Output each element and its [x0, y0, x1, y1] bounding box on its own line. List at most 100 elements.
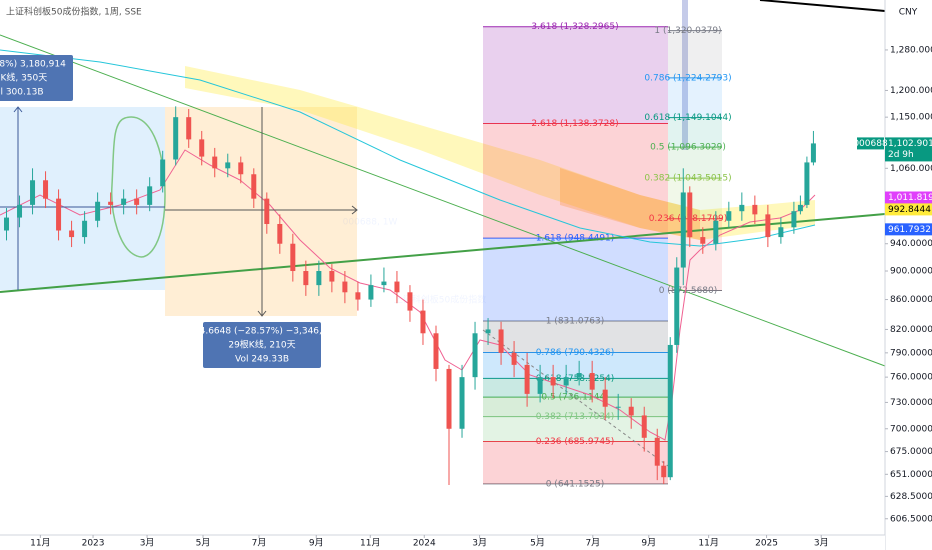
- candle-body: [498, 329, 504, 353]
- candle-body: [739, 204, 745, 212]
- price-tag: [885, 191, 932, 204]
- candle-body: [661, 465, 667, 478]
- candle-body: [17, 204, 23, 218]
- watermark: 000688, 1W: [343, 218, 398, 228]
- measure-area: [165, 107, 357, 316]
- price-tag-label: 992.8444: [888, 205, 931, 215]
- candle-body: [615, 406, 621, 408]
- candle-body: [407, 292, 413, 311]
- candle-body: [641, 415, 647, 438]
- candle-body: [160, 159, 166, 187]
- moving-average: [0, 49, 816, 247]
- x-tick-label: 11月: [698, 538, 718, 549]
- symbol-tag: [857, 137, 884, 150]
- measure-text: -334.6648 (−28.57%) −3,346,648: [185, 327, 339, 337]
- candle-body: [433, 333, 439, 369]
- candle-body: [667, 344, 673, 478]
- measure-text: Vol 249.33B: [235, 355, 289, 365]
- x-tick-label: 2025: [755, 539, 778, 549]
- watermark: 上证科创板50成份指数: [394, 294, 486, 306]
- y-axis-panel: [885, 0, 932, 550]
- y-tick-label: 860.0000: [890, 295, 932, 305]
- candle-body: [381, 281, 387, 286]
- x-tick-label: 3月: [472, 538, 487, 549]
- trend-line: [0, 34, 886, 367]
- candle-body: [394, 281, 400, 293]
- x-axis-panel: [0, 535, 885, 550]
- x-tick-label: 3月: [814, 538, 829, 549]
- candle-body: [173, 117, 179, 160]
- candle-body: [804, 162, 810, 205]
- candle-body: [95, 201, 101, 221]
- measure-box: [203, 322, 321, 368]
- candle-body: [342, 281, 348, 293]
- candle-body: [628, 406, 634, 416]
- candle-body: [791, 211, 797, 228]
- candle-body: [82, 220, 88, 238]
- candle-body: [420, 310, 426, 334]
- moving-average: [0, 149, 816, 441]
- candle-body: [56, 198, 62, 231]
- x-tick-label: 2024: [413, 539, 436, 549]
- fib-band: [483, 26, 668, 124]
- y-tick-label: 606.5000: [890, 514, 932, 524]
- fib-band: [668, 147, 722, 179]
- candle-body: [316, 271, 322, 286]
- y-tick-label: 628.5000: [890, 492, 932, 502]
- fib-label: 0.786 (790.4326): [536, 348, 615, 358]
- candle-body: [355, 292, 361, 300]
- y-tick-label: 760.0000: [890, 373, 932, 383]
- y-tick-label: 730.0000: [890, 398, 932, 408]
- fib-label: 0.786 (1,224.2793): [644, 73, 731, 83]
- y-tick-label: 820.0000: [890, 325, 932, 335]
- y-tick-label: 1,280.0000: [890, 45, 932, 55]
- fib-label: 0.618 (1,149.1044): [644, 113, 731, 123]
- y-tick-label: 1,060.0000: [890, 164, 932, 174]
- candle-body: [537, 377, 543, 394]
- candle-body: [277, 224, 283, 244]
- candle-body: [147, 186, 153, 205]
- candle-body: [511, 352, 517, 365]
- fib-label: 1 (1,320.0379): [654, 26, 721, 36]
- fib-band: [483, 416, 668, 442]
- candle-body: [680, 192, 686, 268]
- candle-body: [752, 204, 758, 215]
- price-tag-label: 961.7932: [888, 225, 931, 235]
- candle-body: [134, 198, 140, 205]
- candle-body: [576, 373, 582, 378]
- y-tick-label: 790.0000: [890, 348, 932, 358]
- x-tick-label: 3月: [140, 538, 155, 549]
- fib-band: [483, 238, 668, 322]
- candle-body: [550, 377, 556, 386]
- candle-body: [264, 198, 270, 225]
- x-tick-label: 2023: [82, 539, 105, 549]
- fib-band: [668, 178, 722, 219]
- candle-body: [459, 377, 465, 429]
- currency-label: CNY: [899, 8, 918, 18]
- price-tag-label: 1,011.8191: [888, 193, 932, 203]
- y-tick-label: 700.0000: [890, 424, 932, 434]
- candle-body: [368, 285, 374, 300]
- measure-box: [0, 55, 73, 101]
- cloud-band: [185, 66, 815, 240]
- candle-body: [108, 201, 114, 205]
- measure-text: 8根K线, 350天: [0, 72, 47, 84]
- candle-body: [4, 217, 10, 231]
- measure-text: Vol 300.13B: [0, 88, 44, 98]
- measure-text: 29根K线, 210天: [228, 339, 295, 351]
- candle-body: [43, 180, 49, 199]
- candle-body: [472, 333, 478, 378]
- price-tag: [885, 223, 932, 236]
- candle-body: [654, 437, 660, 466]
- symbol-tag-label: 000688: [853, 139, 888, 149]
- candle-body: [778, 227, 784, 238]
- fib-band: [668, 117, 722, 148]
- fib-label: 2.618 (1,138.3728): [531, 119, 618, 129]
- candle-body: [212, 156, 218, 169]
- fib-label: 0.618 (758.5254): [536, 374, 615, 384]
- candles: 4 (37.28%) 3,180,914 8根K线, 350天 Vol 300.13…: [0, 55, 816, 486]
- price-tag: [885, 203, 932, 216]
